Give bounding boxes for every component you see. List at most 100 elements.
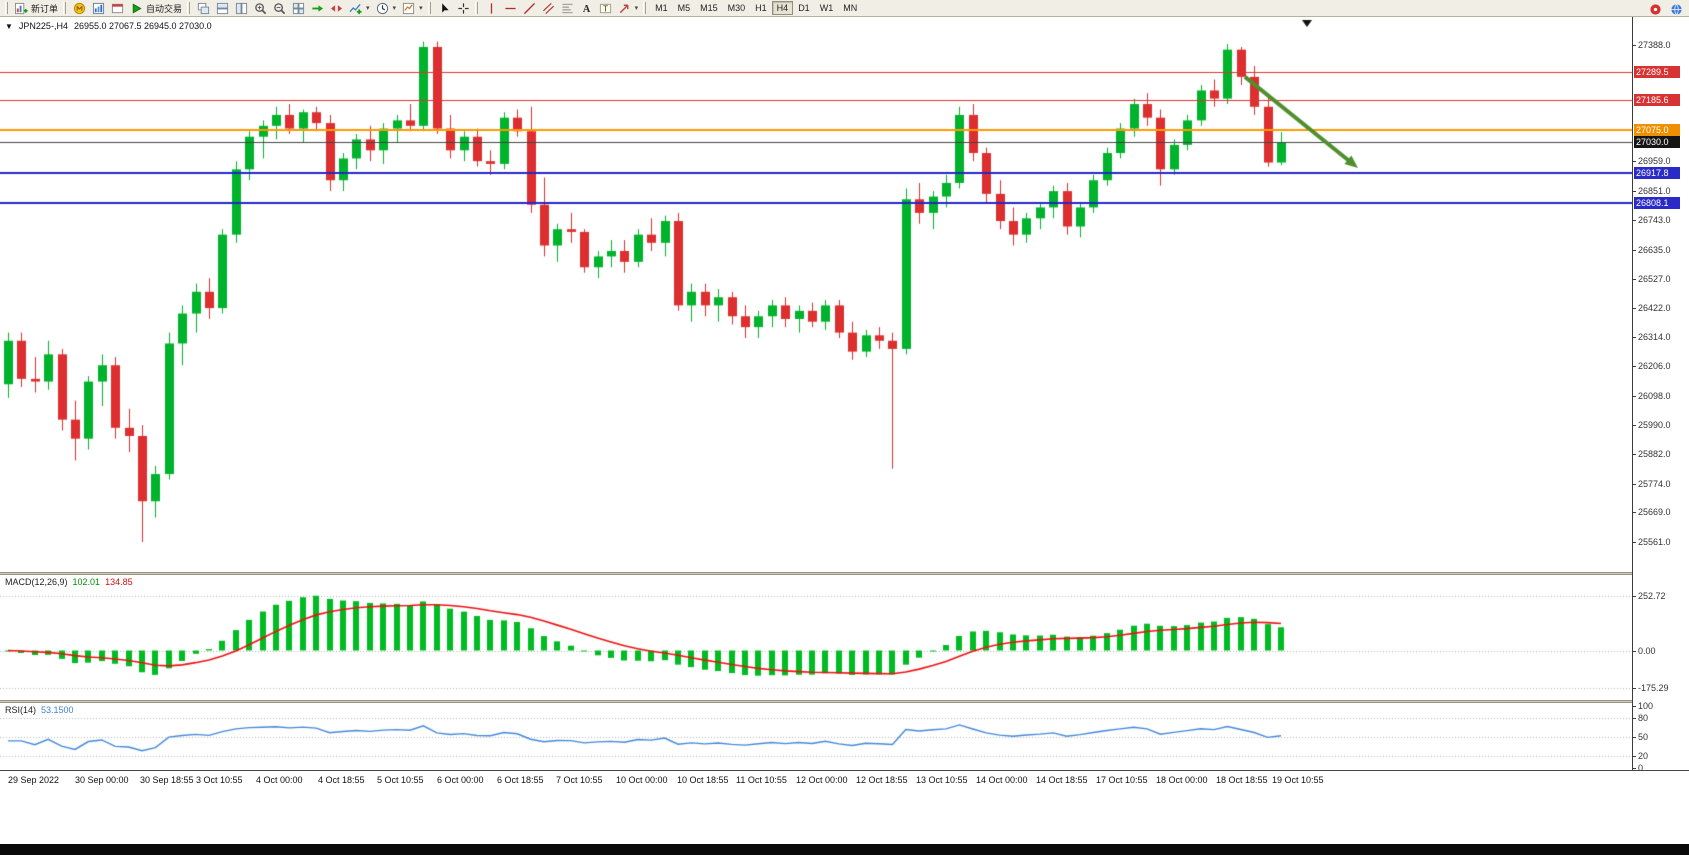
zoom-in-button[interactable] (251, 0, 270, 16)
time-axis-label: 4 Oct 00:00 (256, 775, 303, 785)
crosshair-icon (457, 2, 470, 15)
arrows-icon (618, 2, 631, 15)
templates-button[interactable]: ▾ (399, 0, 426, 16)
channel-icon (542, 2, 555, 15)
dropdown-caret-icon: ▾ (392, 5, 397, 12)
tile-vertical-icon (235, 2, 248, 15)
tile-windows-button[interactable] (289, 0, 308, 16)
toolbar-grip[interactable] (187, 2, 191, 14)
svg-text:A: A (582, 4, 590, 15)
timeframe-h4-button[interactable]: H4 (771, 1, 794, 15)
time-axis[interactable]: 29 Sep 2022 30 Sep 00:00 30 Sep 18:55 3 Oct… (0, 770, 1689, 794)
vertical-line-button[interactable] (482, 0, 501, 16)
bottom-bar (0, 844, 1689, 855)
price-axis-label: 26422.0 (1633, 302, 1671, 313)
time-axis-label: 10 Oct 18:55 (677, 775, 729, 785)
price-axis-label: 26206.0 (1633, 361, 1671, 372)
market-button[interactable] (1667, 1, 1686, 17)
timeframe-w1-button[interactable]: W1 (819, 3, 834, 13)
time-axis-label: 5 Oct 10:55 (377, 775, 424, 785)
rsi-canvas[interactable] (0, 703, 1632, 770)
text-label-button[interactable]: T (596, 0, 615, 16)
one-click-collapse-icon[interactable]: ▼ (5, 21, 13, 31)
fibonacci-button[interactable] (558, 0, 577, 16)
panel-divider[interactable] (0, 700, 1689, 703)
periods-button[interactable]: ▾ (373, 0, 400, 16)
time-axis-label: 3 Oct 10:55 (196, 775, 243, 785)
price-axis-label: 26098.0 (1633, 390, 1671, 401)
time-axis-label: 14 Oct 00:00 (976, 775, 1028, 785)
chart-shift-button[interactable] (327, 0, 346, 16)
macd-canvas[interactable] (0, 575, 1632, 700)
toolbar-grip[interactable] (5, 2, 8, 14)
price-axis-label: 25774.0 (1633, 478, 1671, 489)
rsi-scale-label: 50 (1632, 732, 1649, 742)
timeframe-h1-button[interactable]: H1 (755, 3, 767, 13)
auto-scroll-icon (311, 2, 324, 15)
tile-windows-icon (292, 2, 305, 15)
toolbar-grip[interactable] (427, 2, 431, 14)
chart-shift-icon (330, 2, 343, 15)
trendline-button[interactable] (520, 0, 539, 16)
tile-horizontal-button[interactable] (213, 0, 232, 16)
panel-divider[interactable] (0, 572, 1689, 575)
zoom-out-icon (273, 2, 286, 15)
crosshair-button[interactable] (454, 0, 473, 16)
indicators-button[interactable]: ▾ (346, 0, 373, 16)
timeframe-m5-button[interactable]: M5 (677, 3, 691, 13)
arrows-button[interactable]: ▾ (615, 0, 642, 16)
timeframe-m1-button[interactable]: M1 (655, 3, 668, 13)
tile-vertical-button[interactable] (232, 0, 251, 16)
timeframe-m30-button[interactable]: M30 (727, 3, 746, 13)
toolbar-grip[interactable] (643, 2, 647, 14)
dropdown-caret-icon: ▾ (419, 5, 423, 12)
toolbar: 新订单 自动交易 ▾ ▾ ▾ A T ▾ M1 M5 M15 M30 H1 H4 D1 W1 MN (0, 0, 1689, 17)
auto-scroll-button[interactable] (308, 0, 327, 16)
timeframe-d1-button[interactable]: D1 (798, 3, 810, 13)
timeframe-mn-button[interactable]: MN (843, 3, 858, 13)
zoom-out-button[interactable] (270, 0, 289, 16)
new-order-button-label: 新订单 (31, 3, 59, 14)
time-axis-label: 6 Oct 18:55 (497, 775, 544, 785)
time-axis-label: 11 Oct 10:55 (736, 775, 787, 785)
timeframe-m15-button[interactable]: M15 (700, 3, 718, 13)
mql-community-icon (73, 2, 86, 15)
price-axis[interactable]: 27388.0 26959.0 26851.0 26743.0 26635.0 26527… (1632, 17, 1689, 773)
channel-button[interactable] (539, 0, 558, 16)
cascade-windows-icon (197, 2, 210, 15)
zoom-in-icon (254, 2, 267, 15)
toolbar-grip[interactable] (63, 2, 67, 14)
periods-icon (376, 2, 389, 15)
main-chart-canvas[interactable] (0, 17, 1632, 572)
cascade-windows-button[interactable] (194, 0, 213, 16)
macd-value-signal: 134.85 (105, 577, 133, 587)
new-order-button[interactable]: 新订单 (12, 0, 61, 16)
horizontal-line-button[interactable] (501, 0, 520, 16)
toolbar-grip[interactable] (474, 2, 478, 14)
macd-scale-label: 0.00 (1633, 645, 1656, 656)
mql-community-button[interactable] (70, 0, 89, 16)
macd-scale-label: -175.29 (1633, 683, 1669, 694)
time-axis-label: 12 Oct 18:55 (856, 775, 908, 785)
time-axis-label: 30 Sep 18:55 (140, 775, 194, 785)
charts-button[interactable] (89, 0, 108, 16)
time-axis-label: 18 Oct 18:55 (1216, 775, 1268, 785)
time-axis-label: 19 Oct 10:55 (1272, 775, 1324, 785)
news-button[interactable] (1646, 1, 1665, 17)
data-window-button[interactable] (108, 0, 127, 16)
resistance-line-badge: 27185.6 (1634, 93, 1680, 106)
label-icon: T (599, 2, 612, 15)
price-axis-label: 25882.0 (1633, 449, 1671, 460)
data-window-icon (111, 2, 124, 15)
rsi-header: RSI(14) 53.1500 (5, 705, 74, 715)
text-button[interactable]: A (577, 0, 596, 16)
chart-ohlc: 26955.0 27067.5 26945.0 27030.0 (73, 21, 212, 31)
autotrading-button[interactable]: 自动交易 (127, 0, 185, 16)
price-axis-label: 26851.0 (1633, 185, 1671, 196)
time-axis-label: 13 Oct 10:55 (916, 775, 968, 785)
cursor-button[interactable] (435, 0, 454, 16)
trendline-icon (523, 2, 536, 15)
support-line-badge: 26917.8 (1634, 166, 1680, 179)
rsi-scale-label: 0 (1632, 763, 1644, 773)
time-axis-label: 12 Oct 00:00 (796, 775, 848, 785)
